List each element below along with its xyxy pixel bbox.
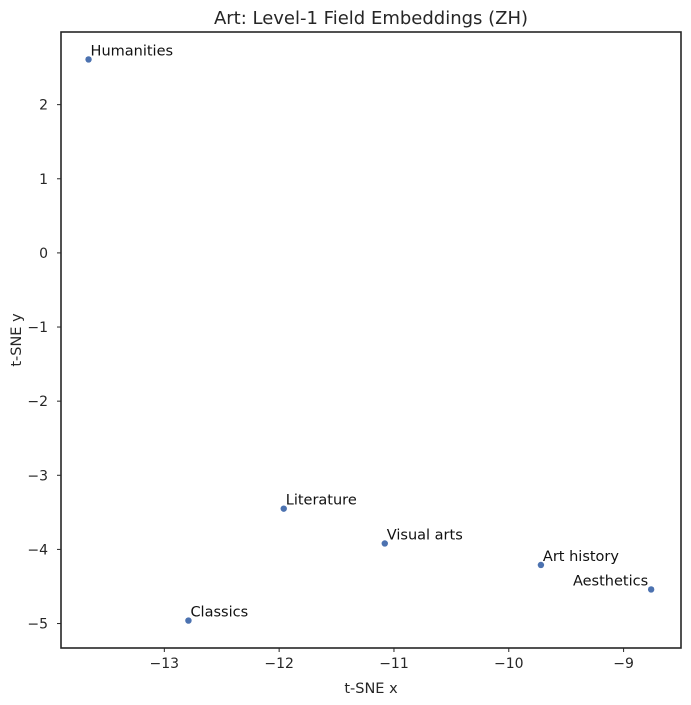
y-tick-label: 0 xyxy=(39,246,48,262)
x-axis-ticks: −13 −12 −11 −10 −9 xyxy=(150,648,634,672)
y-tick-label: −5 xyxy=(27,617,48,633)
y-tick-label: −3 xyxy=(27,468,48,484)
x-tick-label: −13 xyxy=(150,656,180,672)
x-tick-label: −12 xyxy=(264,656,294,672)
point-label: Humanities xyxy=(91,43,174,59)
chart-title: Art: Level-1 Field Embeddings (ZH) xyxy=(214,8,528,29)
y-tick-label: −1 xyxy=(27,320,48,336)
point-label: Aesthetics xyxy=(573,573,648,589)
point-label: Visual arts xyxy=(387,527,463,543)
x-axis-label: t-SNE x xyxy=(344,681,398,697)
data-point xyxy=(647,586,655,593)
data-point xyxy=(185,617,192,624)
point-label: Art history xyxy=(543,549,619,565)
point-label: Literature xyxy=(286,493,357,509)
y-tick-label: −2 xyxy=(27,394,48,410)
data-point xyxy=(381,540,388,547)
data-point xyxy=(537,561,545,569)
data-point xyxy=(280,505,287,512)
y-axis-ticks: 2 1 0 −1 −2 −3 −4 −5 xyxy=(27,98,61,633)
x-tick-label: −9 xyxy=(613,656,634,672)
y-tick-label: 1 xyxy=(39,172,48,188)
data-points xyxy=(85,56,655,624)
y-tick-label: −4 xyxy=(27,542,48,558)
plot-frame xyxy=(60,31,682,649)
y-axis-label: t-SNE y xyxy=(9,313,25,367)
point-label: Classics xyxy=(190,605,248,621)
data-point xyxy=(85,56,92,63)
y-tick-label: 2 xyxy=(39,98,48,114)
x-tick-label: −10 xyxy=(494,656,524,672)
point-labels: Humanities Literature Visual arts Art histo… xyxy=(91,43,649,620)
x-tick-label: −11 xyxy=(379,656,409,672)
plot-area: −13 −12 −11 −10 −9 2 1 0 −1 −2 −3 −4 −5 Humanities L… xyxy=(27,31,682,672)
